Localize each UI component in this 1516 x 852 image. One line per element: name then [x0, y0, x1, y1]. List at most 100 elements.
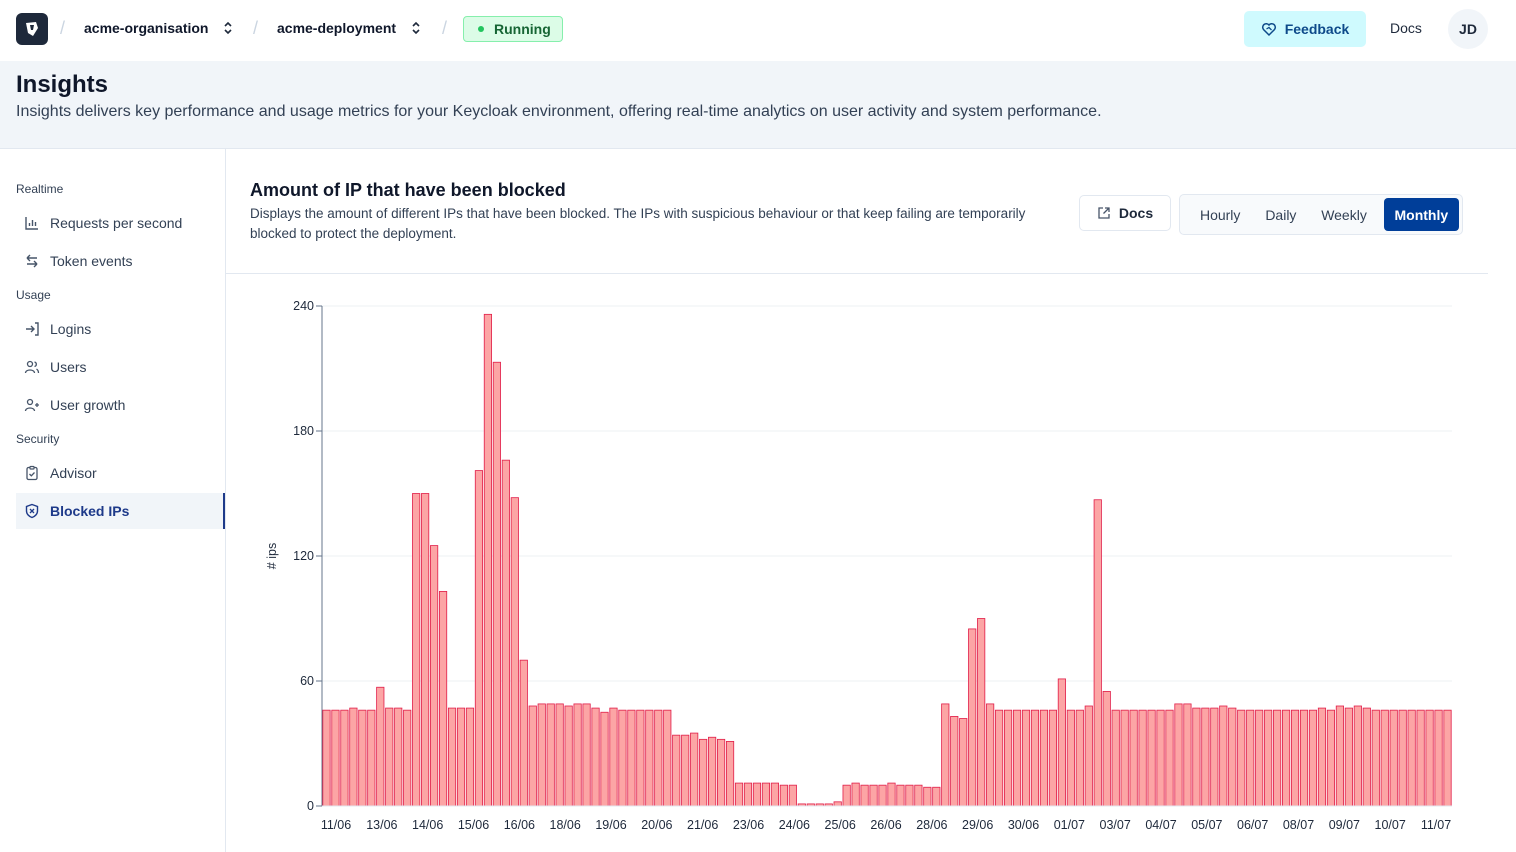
breadcrumb-separator: / [60, 18, 66, 38]
range-monthly-button[interactable]: Monthly [1383, 198, 1460, 231]
avatar-initials: JD [1459, 21, 1477, 37]
bar [833, 801, 842, 807]
bar [1147, 709, 1156, 807]
sidebar-item-logins[interactable]: Logins [16, 311, 224, 347]
page-title: Insights [16, 71, 109, 98]
bar [672, 734, 681, 807]
app-logo[interactable] [16, 13, 48, 45]
sidebar-item-users[interactable]: Users [16, 349, 224, 385]
bar [896, 784, 905, 807]
range-daily-button[interactable]: Daily [1265, 206, 1297, 223]
bar [734, 782, 744, 807]
deployment-name: acme-deployment [277, 20, 397, 36]
docs-button-label: Docs [1118, 205, 1154, 221]
bar [1012, 709, 1022, 807]
bar [1380, 709, 1389, 807]
bar [358, 709, 367, 807]
x-tick-label: 28/06 [916, 818, 947, 832]
logo-icon [26, 22, 38, 36]
bar [1398, 709, 1407, 807]
x-tick-label: 24/06 [779, 818, 810, 832]
bar [1075, 709, 1084, 807]
bar [1183, 703, 1192, 807]
bar [681, 734, 690, 807]
user-plus-icon [24, 398, 39, 412]
bar [1255, 709, 1264, 807]
bar [752, 782, 762, 807]
sidebar-section-realtime: Realtime [16, 182, 64, 196]
bar [932, 786, 941, 807]
sidebar-section-usage: Usage [16, 288, 51, 302]
bar [546, 703, 555, 807]
bar [1084, 705, 1093, 807]
sidebar-item-user-growth[interactable]: User growth [16, 387, 224, 423]
bar [905, 784, 914, 807]
bar [447, 707, 457, 807]
bar [340, 709, 349, 807]
bar [1416, 709, 1425, 807]
bar [519, 659, 528, 807]
bar [1326, 709, 1336, 807]
docs-link[interactable]: Docs [1390, 20, 1422, 36]
feedback-button[interactable]: Feedback [1244, 11, 1366, 47]
sidebar-item-label: Blocked IPs [50, 503, 130, 519]
clipboard-check-icon [26, 465, 38, 481]
bar [923, 786, 932, 807]
x-tick-label: 14/06 [412, 818, 443, 832]
bar [376, 686, 385, 807]
bar [1353, 705, 1362, 807]
bar [1192, 707, 1201, 807]
bar [1093, 499, 1102, 807]
y-axis-label: # ips [265, 543, 279, 569]
y-tick-label: 60 [300, 674, 314, 688]
range-hourly-button[interactable]: Hourly [1199, 206, 1241, 223]
bar [367, 709, 376, 807]
bar [403, 709, 412, 807]
bar [501, 459, 510, 807]
bar [528, 705, 537, 807]
sidebar-item-label: Logins [50, 321, 92, 337]
bar [474, 470, 484, 807]
bar [645, 709, 654, 807]
bar [743, 782, 753, 807]
bar [1048, 709, 1057, 807]
bar [394, 707, 403, 807]
bar [465, 707, 475, 807]
bar [1434, 709, 1443, 807]
feedback-label: Feedback [1284, 21, 1350, 37]
x-tick-label: 09/07 [1329, 818, 1360, 832]
sidebar-section-security: Security [16, 432, 60, 446]
bar [1120, 709, 1129, 807]
page-description: Insights delivers key performance and us… [16, 103, 1102, 120]
sidebar-item-label: Advisor [50, 465, 97, 481]
x-tick-label: 23/06 [733, 818, 764, 832]
x-tick-label: 18/06 [550, 818, 581, 832]
x-tick-label: 21/06 [687, 818, 718, 832]
bar [1407, 709, 1416, 807]
bar [663, 709, 672, 807]
avatar[interactable]: JD [1448, 9, 1488, 49]
bar [1219, 705, 1228, 807]
bar [1425, 709, 1434, 807]
bar [430, 545, 439, 807]
bar [456, 707, 466, 807]
sidebar-item-advisor[interactable]: Advisor [16, 455, 224, 491]
deployment-selector[interactable]: acme-deployment [277, 20, 422, 36]
bar [851, 782, 860, 807]
bar [438, 591, 448, 807]
bar [842, 784, 851, 807]
bar [537, 703, 546, 807]
range-weekly-button[interactable]: Weekly [1321, 206, 1367, 223]
bar [887, 782, 896, 807]
x-tick-label: 19/06 [595, 818, 626, 832]
bar [1021, 709, 1031, 807]
bar [573, 703, 582, 807]
sidebar-item-blocked-ips[interactable]: Blocked IPs [16, 493, 225, 529]
sidebar-item-token-events[interactable]: Token events [16, 243, 224, 279]
bar [941, 703, 950, 807]
sidebar-item-requests-per-second[interactable]: Requests per second [16, 205, 224, 241]
bar [331, 709, 340, 807]
docs-button[interactable]: Docs [1079, 195, 1171, 231]
organisation-selector[interactable]: acme-organisation [84, 20, 234, 36]
bar [636, 709, 645, 807]
